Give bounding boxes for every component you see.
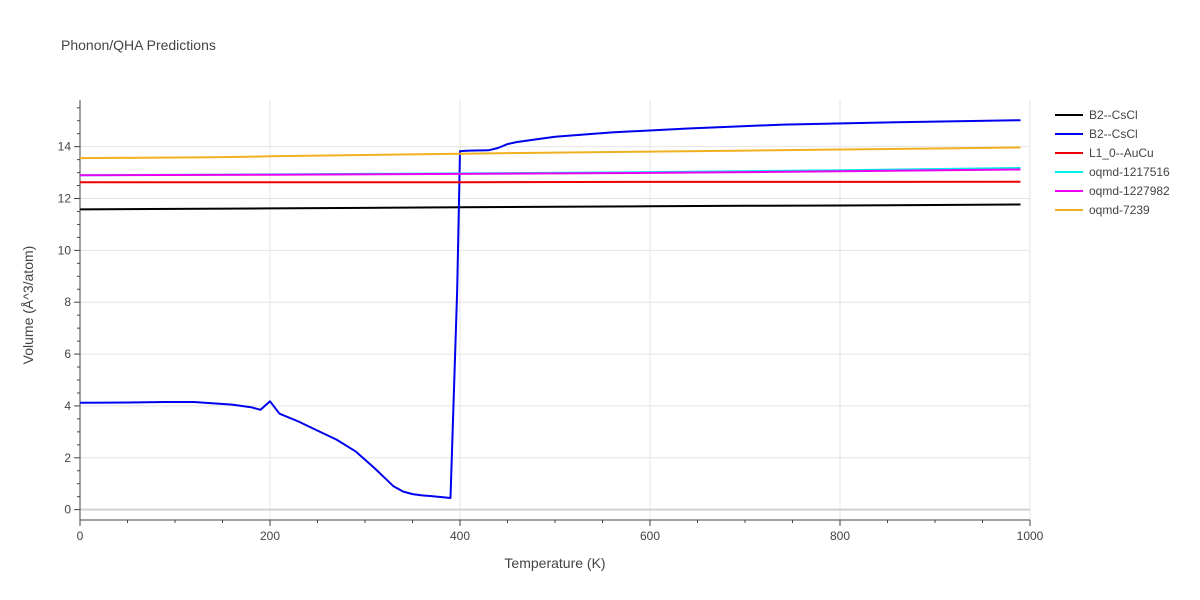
- x-tick-label: 200: [260, 529, 280, 543]
- axes: 0 200 400 600 800 1000 0 2 4 6 8 10 12 14: [58, 100, 1044, 543]
- y-tick-label: 6: [64, 347, 71, 361]
- x-tick-label: 0: [77, 529, 84, 543]
- series-line-5: [79, 168, 1021, 177]
- x-tick-label: 400: [450, 529, 470, 543]
- series-line-6: [79, 146, 1021, 160]
- x-tick-label: 600: [640, 529, 660, 543]
- legend-label: B2--CsCl: [1089, 127, 1138, 141]
- y-tick-label: 14: [58, 140, 72, 154]
- y-tick-label: 8: [64, 295, 71, 309]
- legend-label: oqmd-7239: [1089, 203, 1150, 217]
- x-tick-label: 1000: [1017, 529, 1044, 543]
- y-tick-label: 10: [58, 243, 72, 257]
- legend-label: oqmd-1217516: [1089, 165, 1170, 179]
- legend: B2--CsCl B2--CsCl L1_0--AuCu oqmd-1217516 oq…: [1055, 108, 1170, 217]
- legend-label: oqmd-1227982: [1089, 184, 1170, 198]
- series-line-3: [80, 180, 1021, 184]
- legend-label: B2--CsCl: [1089, 108, 1138, 122]
- y-tick-label: 4: [64, 399, 71, 413]
- y-tick-label: 2: [64, 451, 71, 465]
- plot-area: [79, 119, 1021, 499]
- x-tick-label: 800: [830, 529, 850, 543]
- y-tick-label: 12: [58, 192, 72, 206]
- grid: [80, 100, 1031, 520]
- y-axis-label: Volume (Å^3/atom): [20, 246, 36, 365]
- series-line-2: [79, 119, 1021, 499]
- y-tick-label: 0: [64, 503, 71, 517]
- series-line-1: [79, 203, 1021, 211]
- x-axis-label: Temperature (K): [504, 555, 605, 571]
- chart-title: Phonon/QHA Predictions: [61, 37, 216, 53]
- legend-label: L1_0--AuCu: [1089, 146, 1154, 160]
